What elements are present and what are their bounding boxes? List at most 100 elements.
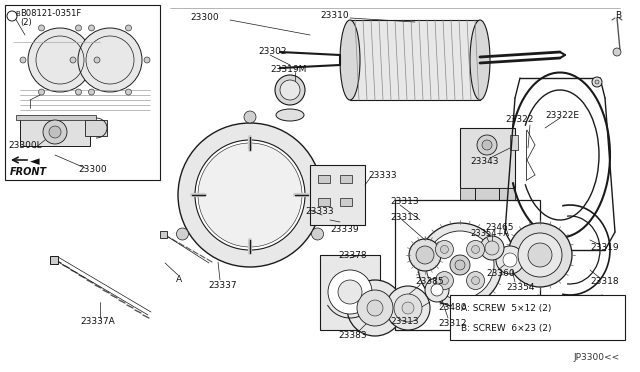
Circle shape [394,294,422,322]
Circle shape [43,120,67,144]
Ellipse shape [280,80,300,100]
Circle shape [455,260,465,270]
Bar [20,118,90,146]
Circle shape [482,140,492,150]
Text: 23480: 23480 [438,304,467,312]
Bar [510,135,518,150]
Circle shape [426,231,494,299]
Text: 23319: 23319 [590,244,619,253]
Circle shape [88,89,95,95]
Bar [310,165,365,225]
Circle shape [244,111,256,123]
Circle shape [477,135,497,155]
Text: 23322E: 23322E [545,110,579,119]
Text: B: B [15,11,20,17]
Text: 23313: 23313 [390,214,419,222]
Circle shape [402,302,414,314]
Circle shape [178,123,322,267]
Text: B08121-0351F: B08121-0351F [20,9,81,17]
Text: JP3300<<: JP3300<< [573,353,620,362]
Text: ◄: ◄ [30,155,40,169]
Circle shape [38,25,45,31]
Bar [350,20,480,100]
Circle shape [195,140,305,250]
Circle shape [508,223,572,287]
Ellipse shape [340,20,360,100]
Circle shape [312,228,324,240]
Circle shape [480,236,504,260]
Circle shape [88,25,95,31]
Circle shape [125,25,131,31]
Bar [340,175,352,183]
Circle shape [409,239,441,271]
Circle shape [198,143,302,247]
Circle shape [7,11,17,21]
Text: 23300: 23300 [78,166,107,174]
Text: 23333: 23333 [368,170,397,180]
Circle shape [20,57,26,63]
Circle shape [338,280,362,304]
Circle shape [347,280,403,336]
Circle shape [94,57,100,63]
Circle shape [595,80,599,84]
Circle shape [472,246,479,253]
Bar [16,115,96,120]
Text: 23312: 23312 [438,318,467,327]
Circle shape [592,77,602,87]
Circle shape [357,290,393,326]
Circle shape [367,300,383,316]
Ellipse shape [470,20,490,100]
Text: A: A [176,276,182,285]
Circle shape [328,270,372,314]
Circle shape [485,241,499,255]
Bar [340,198,352,206]
Text: 23313: 23313 [390,317,419,327]
Circle shape [467,272,484,289]
Bar [50,256,58,264]
Bar [318,198,330,206]
Text: 23337A: 23337A [80,317,115,327]
Text: B: B [615,10,621,19]
Text: 23378: 23378 [338,250,367,260]
Bar [85,120,107,136]
Text: 23465: 23465 [485,224,513,232]
Bar [158,3,633,343]
Circle shape [503,253,517,267]
Text: 23343: 23343 [470,157,499,167]
Circle shape [440,276,449,285]
Circle shape [450,255,470,275]
Circle shape [70,57,76,63]
Circle shape [472,276,479,285]
Text: 23300L: 23300L [8,141,42,150]
Text: 23319M: 23319M [270,65,307,74]
Text: (2): (2) [20,17,32,26]
Bar [395,200,540,330]
Circle shape [38,89,45,95]
Text: 23310: 23310 [320,10,349,19]
Circle shape [418,223,502,307]
Text: 23333: 23333 [305,208,333,217]
Text: B: SCREW  6×23 (2): B: SCREW 6×23 (2) [461,324,552,333]
Circle shape [528,243,552,267]
Text: 23302: 23302 [258,48,287,57]
Text: 23318: 23318 [590,278,619,286]
Bar [160,231,167,238]
Circle shape [416,246,434,264]
Text: 23383: 23383 [338,330,367,340]
Ellipse shape [276,109,304,121]
Circle shape [518,233,562,277]
Text: 23322: 23322 [505,115,533,125]
Circle shape [467,240,484,259]
Bar [460,128,515,188]
Text: 23337: 23337 [208,280,237,289]
Text: 23339: 23339 [330,225,358,234]
Ellipse shape [431,284,443,296]
Ellipse shape [425,278,449,302]
Circle shape [125,89,131,95]
Circle shape [177,228,188,240]
Text: 23385: 23385 [415,278,444,286]
Bar [318,175,330,183]
Bar [460,188,515,200]
Circle shape [440,246,449,253]
Circle shape [613,48,621,56]
